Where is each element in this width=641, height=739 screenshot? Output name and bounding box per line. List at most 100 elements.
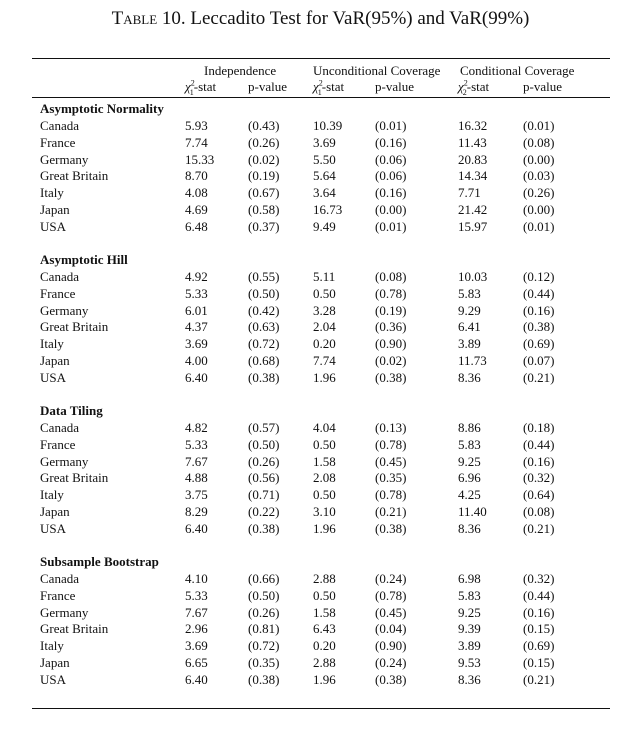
cell-stat: 3.69 bbox=[185, 336, 208, 352]
cell-p-value: (0.66) bbox=[248, 571, 280, 586]
cell-p-value: (0.01) bbox=[523, 118, 555, 133]
cell-p-value: (0.01) bbox=[375, 118, 407, 133]
cell-p-value: (0.37) bbox=[248, 218, 280, 234]
cell-stat: 0.50 bbox=[313, 436, 336, 452]
cell-p-value: (0.21) bbox=[375, 504, 407, 519]
superscript: 2 bbox=[318, 78, 323, 88]
cell-p-value: (0.44) bbox=[523, 436, 555, 452]
cell-stat: 1.96 bbox=[313, 520, 336, 536]
column-header-chi-stat: χ21-stat bbox=[313, 78, 345, 97]
column-header-p-value: p-value bbox=[375, 79, 414, 94]
stat-suffix: -stat bbox=[321, 79, 345, 94]
cell-stat: 4.82 bbox=[185, 420, 208, 435]
cell-p-value: (0.08) bbox=[375, 269, 407, 284]
row-label-country: Japan bbox=[40, 202, 70, 217]
cell-p-value: (0.32) bbox=[523, 571, 555, 586]
cell-stat: 15.33 bbox=[185, 151, 215, 167]
cell-p-value: (0.15) bbox=[523, 655, 555, 670]
cell-stat: 2.88 bbox=[313, 655, 336, 670]
cell-p-value: (0.00) bbox=[523, 151, 555, 167]
cell-stat: 11.43 bbox=[458, 134, 487, 150]
cell-p-value: (0.08) bbox=[523, 134, 555, 150]
cell-stat: 6.43 bbox=[313, 621, 336, 637]
cell-p-value: (0.72) bbox=[248, 336, 280, 352]
cell-p-value: (0.26) bbox=[523, 185, 555, 201]
cell-p-value: (0.26) bbox=[248, 453, 280, 469]
cell-p-value: (0.71) bbox=[248, 487, 280, 503]
cell-p-value: (0.00) bbox=[375, 202, 407, 217]
row-label-country: Japan bbox=[40, 655, 70, 670]
row-label-country: France bbox=[40, 587, 76, 603]
chi-symbol: χ bbox=[185, 79, 191, 94]
row-label-country: USA bbox=[40, 369, 67, 385]
cell-p-value: (0.72) bbox=[248, 638, 280, 654]
cell-p-value: (0.43) bbox=[248, 118, 280, 133]
cell-stat: 8.70 bbox=[185, 168, 208, 184]
subscript: 1 bbox=[189, 87, 194, 97]
cell-p-value: (0.06) bbox=[375, 168, 407, 184]
cell-stat: 4.88 bbox=[185, 470, 208, 486]
superscript: 2 bbox=[190, 78, 195, 88]
cell-stat: 7.74 bbox=[185, 134, 208, 150]
subscript: 1 bbox=[317, 87, 322, 97]
cell-stat: 9.39 bbox=[458, 621, 481, 637]
row-label-country: USA bbox=[40, 218, 67, 234]
cell-p-value: (0.45) bbox=[375, 453, 407, 469]
cell-p-value: (0.38) bbox=[523, 319, 555, 335]
cell-p-value: (0.00) bbox=[523, 202, 555, 217]
row-label-country: Canada bbox=[40, 269, 79, 284]
cell-stat: 6.65 bbox=[185, 655, 208, 670]
cell-stat: 6.40 bbox=[185, 520, 208, 536]
row-label-country: Great Britain bbox=[40, 319, 109, 335]
cell-stat: 10.03 bbox=[458, 269, 488, 284]
cell-p-value: (0.42) bbox=[248, 302, 280, 318]
cell-stat: 7.71 bbox=[458, 185, 481, 201]
cell-stat: 4.04 bbox=[313, 420, 336, 435]
cell-stat: 3.89 bbox=[458, 336, 481, 352]
cell-p-value: (0.03) bbox=[523, 168, 555, 184]
cell-p-value: (0.64) bbox=[523, 487, 555, 503]
row-label-country: Great Britain bbox=[40, 621, 109, 637]
cell-stat: 7.67 bbox=[185, 453, 208, 469]
column-header-chi-stat: χ22-stat bbox=[458, 78, 489, 96]
section-header: Subsample Bootstrap bbox=[40, 554, 159, 569]
group-header-unconditional-coverage: Unconditional Coverage bbox=[313, 63, 441, 78]
cell-p-value: (0.81) bbox=[248, 621, 280, 637]
cell-p-value: (0.69) bbox=[523, 336, 555, 352]
row-label-country: France bbox=[40, 436, 76, 452]
cell-stat: 7.74 bbox=[313, 353, 336, 368]
cell-p-value: (0.24) bbox=[375, 571, 407, 586]
cell-stat: 8.36 bbox=[458, 520, 481, 536]
top-rule bbox=[32, 58, 610, 60]
cell-stat: 0.50 bbox=[313, 587, 336, 603]
cell-p-value: (0.02) bbox=[375, 353, 407, 368]
cell-stat: 9.49 bbox=[313, 218, 336, 234]
cell-stat: 3.69 bbox=[185, 638, 208, 654]
group-header-independence: Independence bbox=[204, 63, 277, 78]
superscript: 2 bbox=[463, 78, 468, 88]
cell-stat: 5.83 bbox=[458, 436, 481, 452]
cell-p-value: (0.06) bbox=[375, 151, 407, 167]
chi-symbol: χ bbox=[313, 79, 319, 94]
cell-p-value: (0.38) bbox=[248, 671, 280, 687]
cell-p-value: (0.78) bbox=[375, 587, 407, 603]
cell-stat: 2.96 bbox=[185, 621, 208, 637]
cell-p-value: (0.18) bbox=[523, 420, 555, 435]
cell-stat: 1.58 bbox=[313, 453, 336, 469]
cell-stat: 20.83 bbox=[458, 151, 488, 167]
row-label-country: USA bbox=[40, 520, 67, 536]
cell-p-value: (0.16) bbox=[375, 185, 407, 201]
cell-stat: 16.73 bbox=[313, 202, 343, 217]
cell-stat: 9.29 bbox=[458, 302, 481, 318]
cell-p-value: (0.78) bbox=[375, 285, 407, 301]
row-label-country: Germany bbox=[40, 151, 89, 167]
group-header-conditional-coverage: Conditional Coverage bbox=[460, 63, 575, 78]
cell-stat: 5.33 bbox=[185, 285, 208, 301]
bottom-rule bbox=[32, 708, 610, 709]
cell-stat: 6.01 bbox=[185, 302, 208, 318]
chi-symbol: χ bbox=[458, 79, 464, 94]
row-label-country: Japan bbox=[40, 504, 70, 519]
cell-stat: 5.33 bbox=[185, 587, 208, 603]
column-header-p-value: p-value bbox=[248, 79, 287, 94]
cell-p-value: (0.13) bbox=[375, 420, 407, 435]
